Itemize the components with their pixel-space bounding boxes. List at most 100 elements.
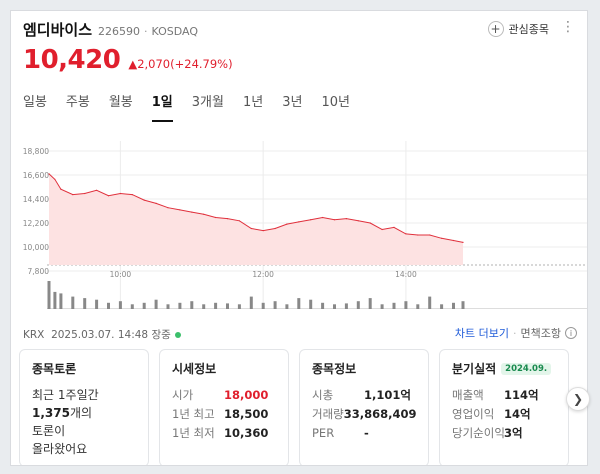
quarter-badge: 2024.09. bbox=[501, 362, 552, 375]
tab-weekly[interactable]: 주봉 bbox=[65, 95, 90, 110]
price-point bbox=[462, 241, 464, 243]
volume-bar bbox=[214, 302, 218, 309]
volume-bar bbox=[154, 299, 158, 309]
price-point bbox=[226, 218, 229, 220]
kebab-icon[interactable]: ⋮ bbox=[561, 19, 575, 35]
quote-value: 18,500 bbox=[224, 407, 269, 421]
price-point bbox=[322, 216, 324, 219]
company-value: 33,868,409 bbox=[343, 407, 417, 421]
quarter-value: 3억 bbox=[504, 426, 523, 440]
disclaimer-link[interactable]: 면책조항 bbox=[520, 327, 561, 340]
price-point bbox=[143, 199, 145, 201]
volume-bar bbox=[440, 304, 444, 309]
tab-3years[interactable]: 3년 bbox=[282, 95, 303, 110]
volume-bar bbox=[226, 303, 229, 309]
price-area bbox=[49, 173, 463, 265]
quarter-row: 매출액 114억 bbox=[452, 386, 556, 405]
current-price: 10,420 bbox=[23, 45, 121, 75]
quote-value: 10,360 bbox=[224, 426, 269, 440]
y-tick-label: 16,600 bbox=[23, 171, 49, 180]
quarter-key: 영업이익 bbox=[452, 407, 495, 421]
volume-bar bbox=[309, 299, 313, 309]
price-point bbox=[369, 222, 371, 224]
tab-1year[interactable]: 1년 bbox=[242, 95, 264, 110]
quarter-row: 당기순이익 3억 bbox=[452, 424, 556, 443]
quote-panel[interactable]: 시세정보 시가 18,000 1년 최고 18,500 1년 최저 10,360 bbox=[159, 349, 289, 465]
price-point bbox=[357, 220, 359, 222]
company-key: 시총 bbox=[312, 388, 334, 402]
tab-3months[interactable]: 3개월 bbox=[191, 95, 224, 110]
datetime-label: 2025.03.07. 14:48 장중 bbox=[51, 329, 171, 341]
tab-1day[interactable]: 1일 bbox=[151, 91, 173, 122]
price-point bbox=[286, 223, 288, 225]
discussion-text: 최근 1주일간 1,375개의 토론이 올라왔어요 bbox=[32, 386, 136, 458]
chevron-right-icon[interactable]: ❯ bbox=[566, 387, 590, 411]
volume-bar bbox=[285, 304, 289, 309]
quote-key: 시가 bbox=[172, 388, 194, 402]
market-status: KRX 2025.03.07. 14:48 장중 bbox=[23, 327, 181, 342]
price-point bbox=[131, 194, 133, 196]
volume-bar bbox=[190, 301, 194, 309]
volume-bar bbox=[118, 301, 122, 309]
volume-bar bbox=[380, 304, 384, 309]
price-point bbox=[119, 192, 121, 195]
add-favorite-button[interactable]: + 관심종목 bbox=[487, 21, 549, 37]
tab-10years[interactable]: 10년 bbox=[321, 95, 350, 110]
quote-row: 1년 최저 10,360 bbox=[172, 424, 276, 443]
x-tick-label: 14:00 bbox=[395, 270, 417, 279]
volume-bar bbox=[107, 302, 110, 309]
info-icon[interactable]: i bbox=[565, 327, 577, 339]
stock-name[interactable]: 엠디바이스 bbox=[23, 21, 93, 39]
quarter-panel[interactable]: 분기실적 2024.09. 매출액 114억 영업이익 14억 당기순이익 3억 bbox=[439, 349, 569, 465]
price-point bbox=[107, 195, 110, 197]
tab-monthly[interactable]: 월봉 bbox=[108, 95, 133, 110]
price-point bbox=[84, 192, 86, 195]
discussion-line-4: 올라왔어요 bbox=[32, 442, 88, 456]
separator-dot: · bbox=[144, 25, 148, 38]
price-point bbox=[333, 219, 336, 221]
exchange-label: KRX bbox=[23, 328, 45, 341]
price-change-value: 2,070(+24.79%) bbox=[137, 57, 233, 71]
volume-bar bbox=[461, 301, 465, 309]
x-tick-label: 12:00 bbox=[252, 270, 274, 279]
company-title: 종목정보 bbox=[312, 362, 357, 376]
stock-code: 226590 bbox=[98, 25, 141, 38]
stock-card: 엠디바이스 226590 · KOSDAQ + 관심종목 ⋮ 10,420 ▲2… bbox=[10, 10, 588, 466]
volume-bar bbox=[321, 302, 325, 309]
price-point bbox=[72, 194, 74, 196]
y-axis-labels: 18,800 16,600 14,400 12,200 10,000 7,800 bbox=[23, 147, 49, 276]
volume-bar bbox=[95, 299, 99, 309]
volume-bar bbox=[297, 298, 301, 309]
quarter-title-text: 분기실적 bbox=[452, 362, 497, 376]
price-point bbox=[452, 239, 455, 242]
price-point bbox=[345, 218, 347, 220]
volume-bar bbox=[71, 296, 75, 309]
chart-more-link[interactable]: 차트 더보기 bbox=[454, 327, 510, 340]
volume-bar bbox=[237, 304, 241, 309]
price-point bbox=[298, 221, 300, 223]
price-point bbox=[48, 173, 50, 175]
price-point bbox=[381, 228, 383, 231]
tab-daily[interactable]: 일봉 bbox=[23, 95, 47, 110]
company-row: 거래량 33,868,409 bbox=[312, 405, 417, 424]
discussion-line-3: 토론이 bbox=[32, 424, 66, 438]
discussion-title: 종목토론 bbox=[32, 362, 77, 376]
company-value: 1,101억 bbox=[364, 388, 411, 402]
company-panel[interactable]: 종목정보 시총 1,101억 거래량 33,868,409 PER - bbox=[299, 349, 429, 465]
volume-bar bbox=[344, 303, 348, 309]
discussion-panel[interactable]: 종목토론 최근 1주일간 1,375개의 토론이 올라왔어요 bbox=[19, 349, 149, 465]
volume-bar bbox=[428, 296, 432, 309]
discussion-line-2: 개의 bbox=[69, 406, 93, 420]
price-point bbox=[405, 233, 407, 235]
intraday-chart[interactable]: 10:00 12:00 14:00 bbox=[47, 141, 587, 309]
summary-panels: 종목토론 최근 1주일간 1,375개의 토론이 올라왔어요 시세정보 시가 18… bbox=[19, 349, 587, 465]
discussion-line-1: 최근 1주일간 bbox=[32, 388, 99, 402]
stock-header: 엠디바이스 226590 · KOSDAQ bbox=[23, 19, 198, 39]
volume-bar bbox=[249, 296, 253, 309]
link-separator: · bbox=[513, 326, 517, 340]
price-point bbox=[238, 220, 240, 222]
volume-bar bbox=[261, 302, 265, 309]
volume-bar bbox=[368, 298, 372, 309]
volume-bar bbox=[333, 304, 336, 309]
price-point bbox=[393, 226, 395, 228]
